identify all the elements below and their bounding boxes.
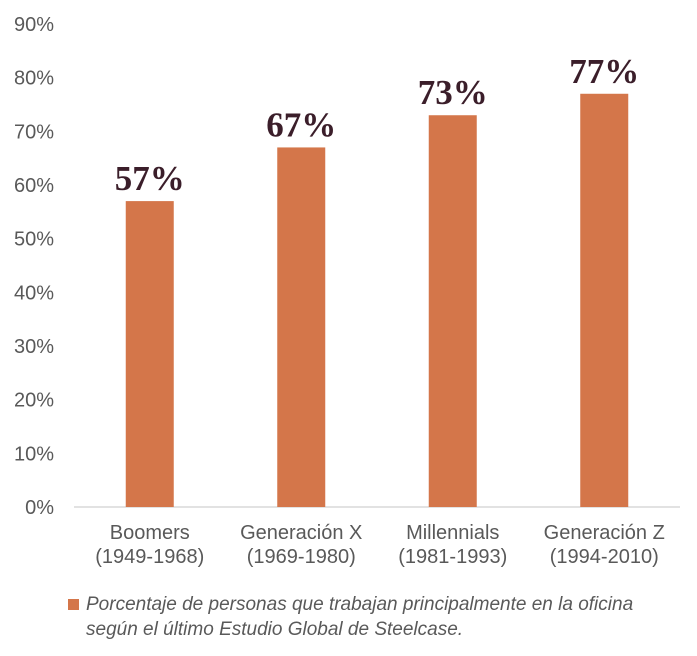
y-tick-label: 0% [25, 497, 54, 519]
y-tick-label: 50% [14, 229, 54, 251]
x-tick-sublabel: (1949-1968) [95, 546, 204, 568]
bar [277, 147, 326, 507]
y-tick-label: 30% [14, 336, 54, 358]
data-label: 77% [569, 52, 639, 91]
x-tick-sublabel: (1969-1980) [247, 546, 356, 568]
y-tick-label: 80% [14, 68, 54, 90]
x-tick-label: Generación Z [544, 522, 665, 544]
y-tick-label: 20% [14, 390, 54, 412]
data-label: 57% [115, 159, 185, 198]
bar-chart: 0%10%20%30%40%50%60%70%80%90%57%Boomers(… [14, 14, 680, 568]
x-tick-label: Millennials [406, 522, 499, 544]
x-tick-label: Generación X [240, 522, 362, 544]
bar [428, 115, 477, 507]
x-tick-sublabel: (1994-2010) [550, 546, 659, 568]
bar [580, 93, 629, 508]
legend-label: Porcentaje de personas que trabajan prin… [86, 594, 634, 640]
y-tick-label: 70% [14, 121, 54, 143]
y-tick-label: 60% [14, 175, 54, 197]
bar [125, 201, 174, 507]
y-tick-label: 40% [14, 282, 54, 304]
y-tick-label: 90% [14, 14, 54, 36]
x-tick-label: Boomers [110, 522, 190, 544]
legend: Porcentaje de personas que trabajan prin… [68, 592, 688, 642]
data-label: 73% [418, 73, 488, 112]
x-tick-sublabel: (1981-1993) [398, 546, 507, 568]
data-label: 67% [266, 105, 336, 144]
legend-swatch [68, 599, 79, 610]
y-tick-label: 10% [14, 443, 54, 465]
